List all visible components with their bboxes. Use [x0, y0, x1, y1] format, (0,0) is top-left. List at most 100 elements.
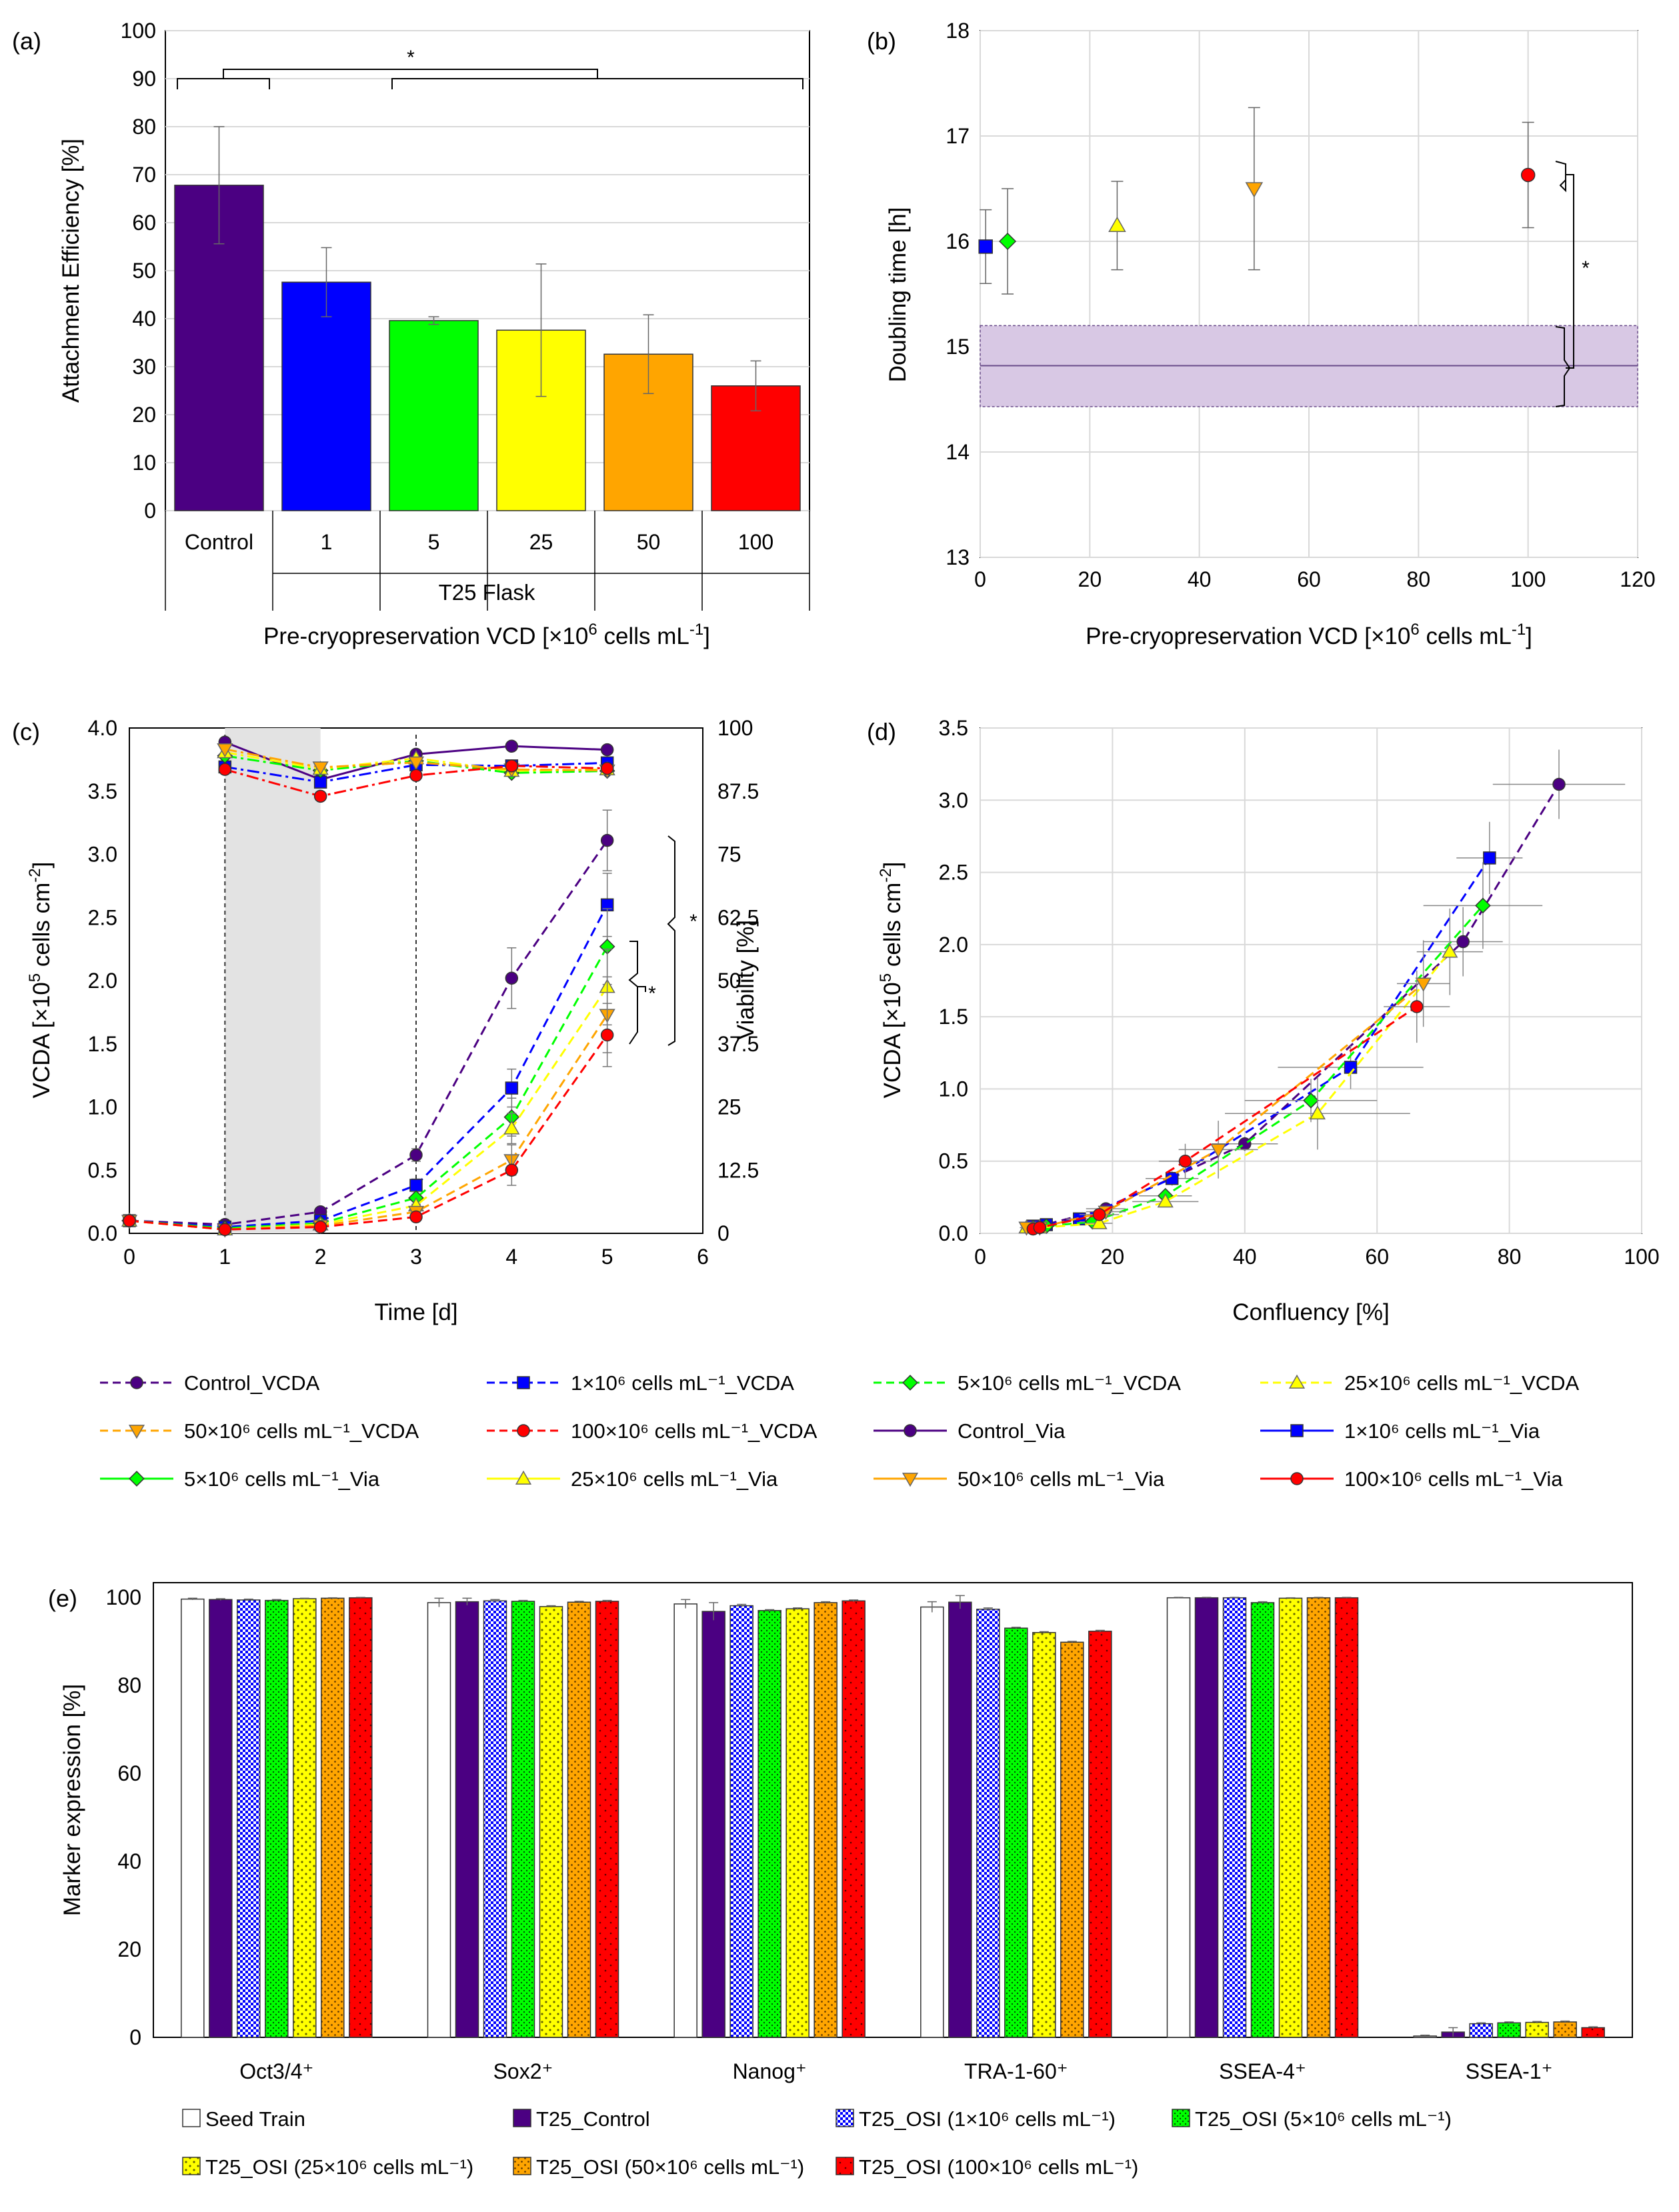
- panel-e-legend-seed-train-swatch: [182, 2109, 201, 2127]
- panel-c-ylabel-main: VCDA [×10: [29, 982, 55, 1098]
- panel-c-x-tick-4: 4: [505, 1245, 517, 1269]
- panel-e-legend-t25-control-swatch: [513, 2109, 531, 2127]
- panel-c-y-tick-right-87-5: 87.5: [717, 779, 759, 803]
- panel-a-xlabel-mid: cells mL: [597, 623, 689, 649]
- legend-cd-control-vcda-swatch-marker: [130, 1376, 143, 1389]
- legend-cd-100-10-cells-ml-vcda-swatch-marker: [517, 1424, 530, 1437]
- legend-cd-1-10-cells-ml-via-label: 1×10⁶ cells mL⁻¹_Via: [1344, 1419, 1540, 1443]
- panel-e-bar-ssea-1-3: [1497, 2022, 1521, 2038]
- panel-e-bar-oct3-4-1: [209, 1599, 233, 2038]
- panel-d-y-tick-1-0: 1.0: [939, 1077, 968, 1101]
- panel-d-series: [1018, 749, 1626, 1236]
- panel-b-y-tick-16: 16: [946, 229, 970, 253]
- panel-d-x-tick-60: 60: [1365, 1245, 1389, 1269]
- panel-e-legend-t25-osi-1-10-cells-ml-label: T25_OSI (1×10⁶ cells mL⁻¹): [859, 2107, 1116, 2131]
- panel-b: (b) 0 20 40 60 80 100 120 13 14 15 16 17 18 Doublin…: [867, 19, 1656, 649]
- panel-a-bracket-lines: [177, 69, 803, 89]
- panel-c-series-50-10-cells-ml-via-marker-0: [217, 743, 233, 758]
- panel-e-legend-t25-osi-5-10-cells-ml-label: T25_OSI (5×10⁶ cells mL⁻¹): [1195, 2107, 1452, 2131]
- panel-e-bar-sox2-5: [567, 1601, 591, 2038]
- panel-e-y-tick-20: 20: [117, 1937, 141, 1961]
- panel-c-ylabel-end: ]: [29, 862, 55, 869]
- panel-a-category-control: Control: [185, 530, 253, 554]
- panel-c-series-control-via-marker-3: [505, 739, 519, 753]
- panel-b-point-0: [978, 239, 993, 254]
- panel-d-ylabel-sup2: -2: [877, 868, 895, 882]
- panel-d-series-control-marker-3: [1238, 1137, 1252, 1151]
- panel-e-bar-sox2-6: [595, 1601, 619, 2038]
- panel-c-ylabel-mid: cells cm: [29, 883, 55, 973]
- panel-e-bar-oct3-4-0: [181, 1598, 205, 2038]
- panel-e-category-labels: Oct3/4⁺ Sox2⁺ Nanog⁺ TRA-1-60⁺ SSEA-4⁺ SSEA-1…: [239, 2059, 1552, 2083]
- panel-e-bar-nanog-5: [813, 1602, 837, 2038]
- panel-c-series-100-10-cells-ml-vcda-line: [129, 1034, 608, 1231]
- panel-d-series-25-10-cells-ml-marker-5: [1442, 943, 1458, 958]
- panel-c-x-axis-label: Time [d]: [374, 1299, 457, 1325]
- panel-c-series-100-10-cells-ml-via-marker-2: [409, 769, 423, 783]
- panel-e-bar-ssea-4-2: [1222, 1597, 1247, 2038]
- panel-d-gridlines: [980, 727, 1642, 1234]
- panel-b-xlabel-main: Pre-cryopreservation VCD [×10: [1086, 623, 1410, 649]
- panel-e-label: (e): [48, 1585, 77, 1612]
- panel-c-y-tick-left-3-5: 3.5: [88, 779, 117, 803]
- panel-c-series-100-10-cells-ml-vcda-marker-4: [505, 1163, 519, 1177]
- panel-e-bar-oct3-4-6: [349, 1597, 373, 2038]
- panel-e-legend-t25-osi-100-10-cells-ml-label: T25_OSI (100×10⁶ cells mL⁻¹): [859, 2155, 1138, 2179]
- legend-cd-control-via-label: Control_Via: [958, 1419, 1066, 1443]
- legend-cd-50-10-cells-ml-via-swatch-marker: [902, 1473, 919, 1487]
- panel-d-series-100-10-cells-ml-marker-2: [1092, 1208, 1106, 1221]
- legend-cd-100-10-cells-ml-via-label: 100×10⁶ cells mL⁻¹_Via: [1344, 1467, 1563, 1491]
- panel-e-bar-tra-1-60-6: [1088, 1631, 1112, 2038]
- panel-d-ylabel-sup: 5: [877, 973, 895, 982]
- panel-d-label: (d): [867, 718, 896, 745]
- panel-c-bracket-lines: [628, 835, 675, 1046]
- legend-cd-1-10-cells-ml-via-swatch-marker: [1290, 1424, 1304, 1437]
- panel-c-label: (c): [12, 718, 40, 745]
- panel-e-bar-nanog-2: [729, 1605, 753, 2038]
- panel-e-category-tra-1-60: TRA-1-60⁺: [964, 2059, 1068, 2083]
- legend-cd-5-10-cells-ml-via-label: 5×10⁶ cells mL⁻¹_Via: [184, 1467, 380, 1491]
- panel-e-legend: Seed Train T25_Control T25_OSI (1×10⁶ cell…: [182, 2107, 1452, 2179]
- panel-a-category-5: 5: [428, 530, 440, 554]
- panel-b-x-tick-60: 60: [1297, 567, 1321, 591]
- legend-cd-25-10-cells-ml-vcda-label: 25×10⁶ cells mL⁻¹_VCDA: [1344, 1371, 1580, 1395]
- panel-e-bar-tra-1-60-1: [948, 1601, 972, 2038]
- panel-e-plot-area: [153, 1582, 1633, 2038]
- panel-c-y-axis-right-label: Viability [%]: [733, 920, 759, 1040]
- panel-b-point-1: [999, 232, 1017, 251]
- panel-c-x-ticks: 0 1 2 3 4 5 6: [123, 1245, 709, 1269]
- panel-c-series-1-10-cells-ml-vcda-line: [129, 904, 608, 1229]
- panel-e-legend-seed-train-label: Seed Train: [205, 2107, 305, 2131]
- legend-cd-25-10-cells-ml-via-swatch-marker: [515, 1470, 532, 1485]
- panel-d-y-tick-1-5: 1.5: [939, 1005, 968, 1029]
- panel-a-y-tick-0: 0: [144, 499, 156, 523]
- panel-e-bars: [181, 1595, 1605, 2038]
- panel-b-y-tick-14: 14: [946, 440, 970, 464]
- panel-b-xlabel-mid: cells mL: [1420, 623, 1512, 649]
- panel-b-x-tick-120: 120: [1620, 567, 1655, 591]
- panel-e-legend-t25-osi-25-10-cells-ml-label: T25_OSI (25×10⁶ cells mL⁻¹): [205, 2155, 473, 2179]
- panel-e-legend-t25-control-label: T25_Control: [536, 2107, 650, 2131]
- panel-a-category-100: 100: [738, 530, 773, 554]
- panel-e-category-ssea-1: SSEA-1⁺: [1466, 2059, 1553, 2083]
- panel-e-category-sox2: Sox2⁺: [493, 2059, 553, 2083]
- panel-d-series-100-10-cells-ml-marker-4: [1410, 1000, 1424, 1013]
- panel-b-x-axis-label: Pre-cryopreservation VCD [×106 cells mL-…: [1086, 621, 1532, 649]
- panel-c-y-tick-left-4-0: 4.0: [88, 716, 117, 740]
- panel-d-series-50-10-cells-ml-marker-4: [1415, 977, 1432, 992]
- panel-d-x-tick-80: 80: [1498, 1245, 1522, 1269]
- panel-c-y-tick-right-37-5: 37.5: [717, 1032, 759, 1056]
- panel-c-x-tick-0: 0: [123, 1245, 135, 1269]
- panel-c-series-100-10-cells-ml-via-marker-4: [600, 761, 614, 775]
- panel-b-xlabel-end: ]: [1526, 623, 1532, 649]
- panel-d-series-1-10-cells-ml-marker-5: [1483, 851, 1496, 865]
- panel-c-x-tick-2: 2: [315, 1245, 327, 1269]
- legend-cd-1-10-cells-ml-vcda-label: 1×10⁶ cells mL⁻¹_VCDA: [571, 1371, 794, 1395]
- panel-d-y-tick-2-5: 2.5: [939, 861, 968, 885]
- legend-cd-control-vcda-label: Control_VCDA: [184, 1371, 320, 1395]
- panel-c-significance-star-1: *: [648, 983, 656, 1005]
- panel-a-y-tick-90: 90: [132, 67, 156, 91]
- legend-cd-100-10-cells-ml-vcda-label: 100×10⁶ cells mL⁻¹_VCDA: [571, 1419, 817, 1443]
- panel-d-y-tick-0-5: 0.5: [939, 1149, 968, 1173]
- panel-e-bar-tra-1-60-3: [1004, 1627, 1028, 2038]
